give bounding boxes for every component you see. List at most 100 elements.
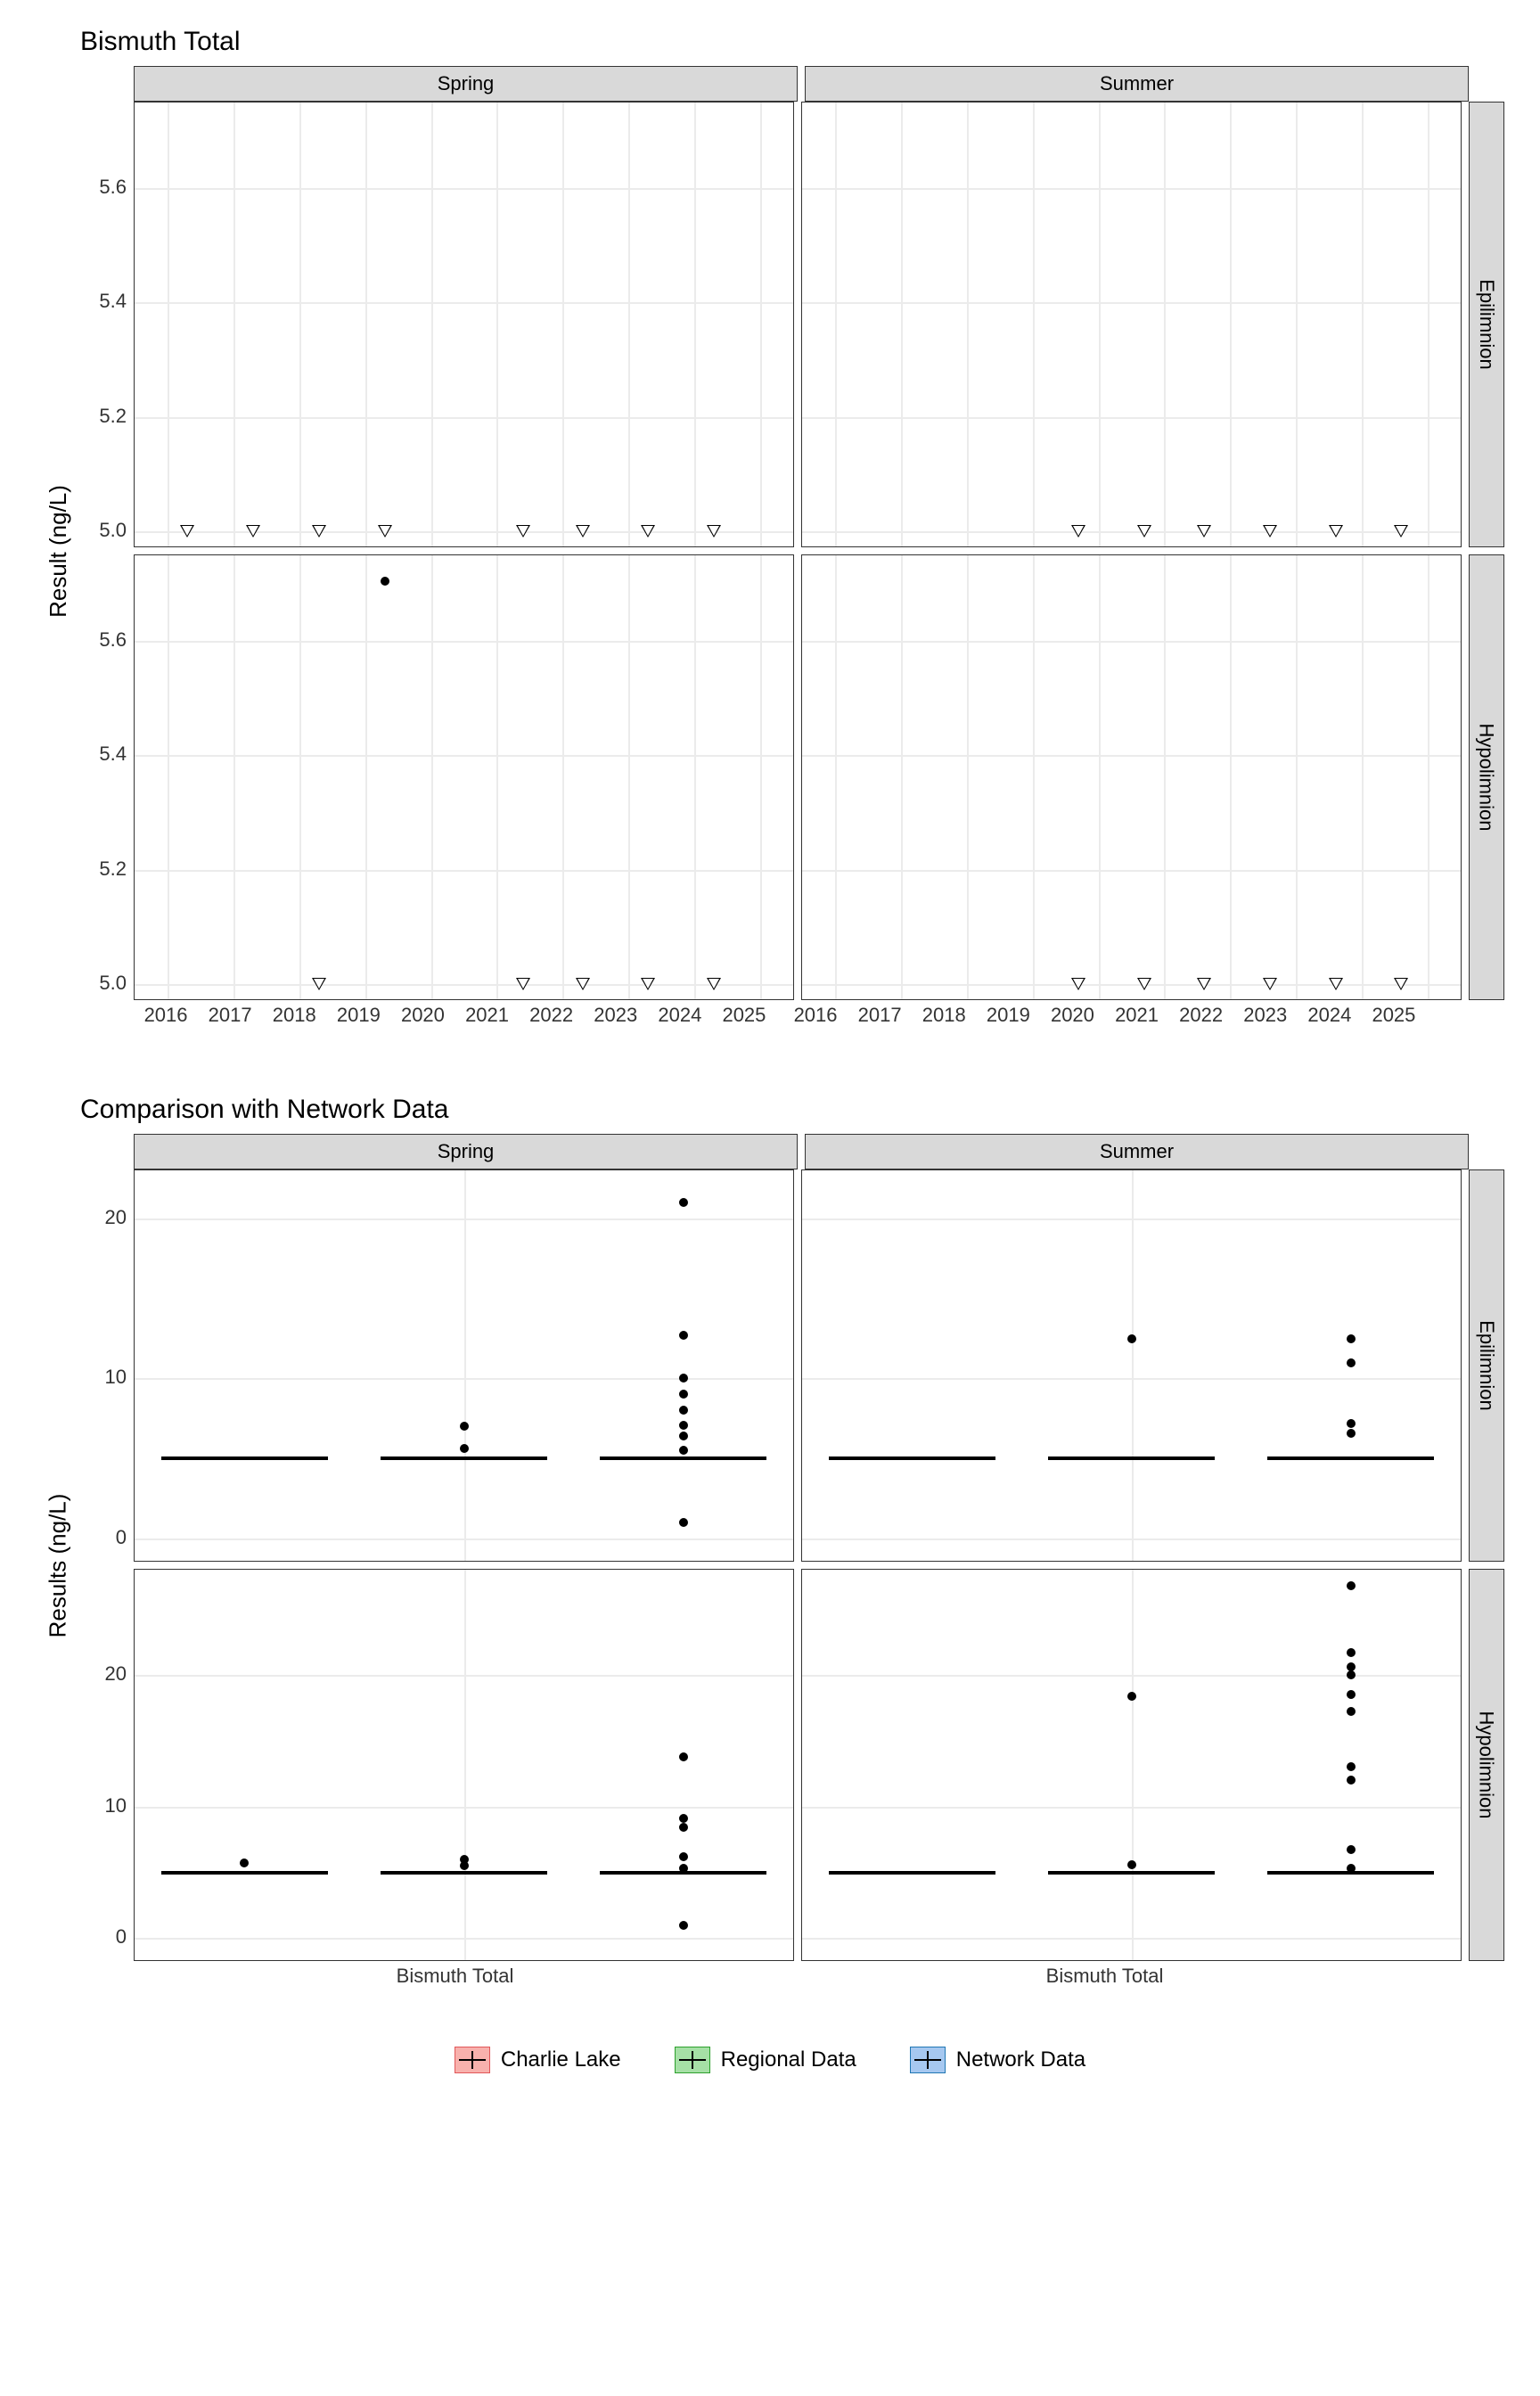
data-point-dot	[381, 577, 389, 586]
legend-label: Charlie Lake	[501, 2047, 621, 2072]
data-point-dot	[1347, 1670, 1356, 1679]
x-tick-label: 2023	[594, 1004, 637, 1027]
col-strip: Spring	[134, 66, 798, 102]
y-tick-label: 10	[105, 1794, 127, 1818]
data-point-triangle	[1137, 978, 1151, 990]
box-median-line	[1267, 1456, 1434, 1460]
data-point-triangle	[707, 978, 721, 990]
x-tick-label: 2017	[858, 1004, 902, 1027]
box-median-line	[829, 1456, 995, 1460]
data-point-triangle	[1071, 978, 1085, 990]
chart-panel	[801, 554, 1462, 1000]
data-point-triangle	[1394, 978, 1408, 990]
y-tick-label: 0	[116, 1925, 127, 1949]
data-point-dot	[679, 1432, 688, 1440]
y-tick-label: 5.2	[99, 857, 127, 881]
y-tick-label: 0	[116, 1526, 127, 1549]
data-point-triangle	[707, 525, 721, 537]
chart-panel	[134, 554, 794, 1000]
data-point-dot	[1127, 1860, 1136, 1869]
chart-panel	[801, 102, 1462, 547]
data-point-dot	[240, 1859, 249, 1867]
data-point-dot	[1127, 1692, 1136, 1701]
x-tick-label: 2020	[1051, 1004, 1094, 1027]
x-tick-label: 2024	[1307, 1004, 1351, 1027]
x-tick-label: Bismuth Total	[397, 1965, 514, 1988]
y-tick-label: 5.4	[99, 290, 127, 313]
data-point-triangle	[1394, 525, 1408, 537]
chart-panel	[801, 1169, 1462, 1562]
data-point-triangle	[1263, 525, 1277, 537]
data-point-triangle	[516, 525, 530, 537]
data-point-dot	[1347, 1334, 1356, 1343]
legend-label: Regional Data	[721, 2047, 856, 2072]
x-tick-label: 2018	[273, 1004, 316, 1027]
y-tick-label: 5.6	[99, 628, 127, 652]
data-point-dot	[1347, 1845, 1356, 1854]
data-point-dot	[679, 1752, 688, 1761]
top-y-axis-label: Result (ng/L)	[45, 485, 72, 618]
top-chart: SpringSummer Result (ng/L) 5.0 5.2 5.4 5.6 E…	[36, 66, 1504, 1032]
x-tick-label: 2021	[465, 1004, 509, 1027]
legend-item: Regional Data	[675, 2047, 856, 2073]
box-median-line	[1048, 1456, 1215, 1460]
data-point-dot	[679, 1814, 688, 1823]
data-point-dot	[460, 1444, 469, 1453]
x-tick-label: 2025	[1372, 1004, 1415, 1027]
data-point-triangle	[1263, 978, 1277, 990]
row-strip: Epilimnion	[1469, 102, 1504, 547]
col-strip: Summer	[805, 1134, 1469, 1169]
box-median-line	[381, 1456, 547, 1460]
data-point-triangle	[516, 978, 530, 990]
data-point-dot	[679, 1864, 688, 1873]
data-point-dot	[679, 1198, 688, 1207]
data-point-dot	[460, 1422, 469, 1431]
bottom-chart-title: Comparison with Network Data	[80, 1095, 1504, 1125]
legend-label: Network Data	[956, 2047, 1085, 2072]
x-tick-label: 2020	[401, 1004, 445, 1027]
data-point-triangle	[641, 978, 655, 990]
data-point-triangle	[1197, 525, 1211, 537]
data-point-triangle	[378, 525, 392, 537]
x-tick-label: 2018	[922, 1004, 966, 1027]
y-tick-label: 5.4	[99, 743, 127, 766]
col-strip: Summer	[805, 66, 1469, 102]
x-tick-label: 2019	[337, 1004, 381, 1027]
x-tick-label: 2022	[1179, 1004, 1223, 1027]
legend-key-icon	[910, 2047, 946, 2073]
data-point-triangle	[312, 525, 326, 537]
x-tick-label: 2022	[529, 1004, 573, 1027]
data-point-triangle	[1329, 978, 1343, 990]
chart-panel	[801, 1569, 1462, 1961]
top-chart-title: Bismuth Total	[80, 27, 1504, 57]
data-point-dot	[1347, 1690, 1356, 1699]
data-point-dot	[679, 1406, 688, 1415]
data-point-triangle	[246, 525, 260, 537]
data-point-dot	[1347, 1707, 1356, 1716]
box-median-line	[829, 1871, 995, 1875]
data-point-dot	[679, 1331, 688, 1340]
data-point-dot	[1347, 1776, 1356, 1785]
x-tick-label: 2016	[144, 1004, 188, 1027]
chart-panel	[134, 102, 794, 547]
data-point-dot	[679, 1518, 688, 1527]
row-strip: Hypolimnion	[1469, 554, 1504, 1000]
chart-panel	[134, 1169, 794, 1562]
data-point-triangle	[180, 525, 194, 537]
x-tick-label: 2025	[722, 1004, 766, 1027]
data-point-dot	[679, 1446, 688, 1455]
data-point-dot	[679, 1374, 688, 1383]
data-point-dot	[679, 1921, 688, 1930]
box-median-line	[381, 1871, 547, 1875]
x-tick-label: 2019	[987, 1004, 1030, 1027]
y-tick-label: 5.0	[99, 972, 127, 995]
data-point-dot	[1347, 1358, 1356, 1367]
x-tick-label: 2024	[658, 1004, 701, 1027]
legend-key-icon	[675, 2047, 710, 2073]
x-tick-label: 2023	[1243, 1004, 1287, 1027]
data-point-dot	[1347, 1419, 1356, 1428]
box-median-line	[161, 1871, 328, 1875]
data-point-triangle	[576, 525, 590, 537]
y-tick-label: 5.2	[99, 405, 127, 428]
data-point-dot	[460, 1855, 469, 1864]
